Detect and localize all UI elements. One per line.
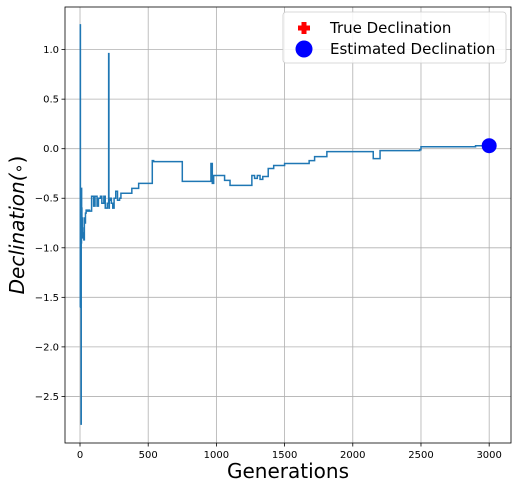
y-tick-label: −2.0	[35, 342, 59, 353]
series-layer	[79, 24, 490, 425]
x-tick-label: 2000	[340, 450, 365, 461]
x-tick-label: 3000	[476, 450, 501, 461]
x-tick-label: 0	[77, 450, 83, 461]
degree-symbol: ∘	[9, 163, 28, 173]
declination-series-line	[79, 24, 490, 425]
plot-area	[65, 7, 511, 443]
y-axis: 1.0 0.5 0.0 −0.5 −1.0 −1.5 −2.0 −2.5	[35, 45, 65, 403]
y-tick-label: −1.5	[35, 293, 59, 304]
legend-estimated-marker	[295, 40, 313, 58]
y-tick-label: 0.0	[43, 144, 59, 155]
legend-true-marker	[298, 22, 310, 34]
grid-lines	[65, 7, 511, 443]
y-axis-title-text: Declination(	[5, 172, 29, 294]
y-tick-label: 0.5	[43, 95, 59, 106]
y-axis-title: Declination(∘)	[5, 156, 29, 295]
y-tick-label: −2.5	[35, 392, 59, 403]
y-tick-label: −0.5	[35, 194, 59, 205]
marker-layer	[481, 138, 497, 154]
legend-estimated-label: Estimated Declination	[330, 40, 495, 58]
x-axis: 0 500 1000 1500 2000 2500 3000	[77, 443, 502, 461]
legend-true-label: True Declination	[329, 19, 451, 37]
y-tick-label: 1.0	[43, 45, 59, 56]
x-tick-label: 500	[139, 450, 158, 461]
x-axis-title: Generations	[227, 459, 349, 483]
plus-marker-vertical	[301, 22, 307, 34]
y-axis-title-close: )	[5, 156, 29, 164]
x-tick-label: 1000	[204, 450, 229, 461]
estimated-declination-point	[481, 138, 497, 154]
legend-box	[282, 11, 507, 64]
x-tick-label: 2500	[408, 450, 433, 461]
x-tick-label: 1500	[272, 450, 297, 461]
plot-frame	[64, 6, 512, 444]
legend: True Declination Estimated Declination	[282, 11, 507, 64]
y-tick-label: −1.0	[35, 243, 59, 254]
